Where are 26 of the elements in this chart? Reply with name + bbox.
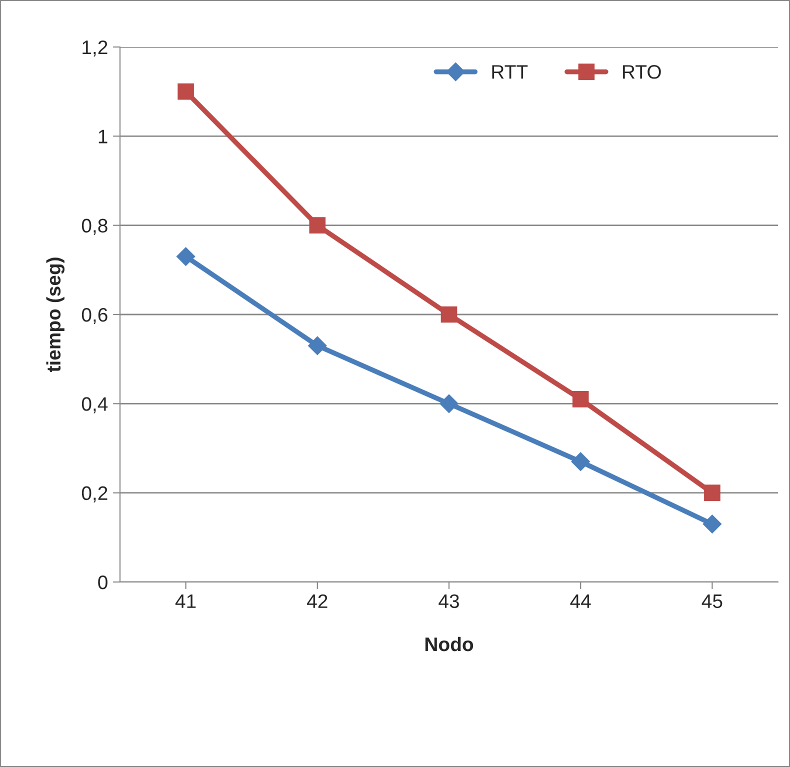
y-tick-label: 0,2 [82, 486, 108, 502]
point [178, 83, 194, 100]
point [704, 484, 720, 501]
legend-label: RTO [623, 65, 661, 79]
point [176, 247, 196, 266]
point [440, 394, 458, 414]
x-tick-label: 41 [175, 594, 196, 608]
point [440, 306, 458, 323]
text: 0 [98, 575, 108, 590]
y-tick-label: 0,4 [82, 397, 108, 414]
point [572, 391, 589, 408]
y-tick-label: 0,6 [82, 308, 108, 324]
x-tick-label: 45 [702, 594, 722, 608]
x-tick-label: 44 [570, 594, 591, 608]
x-tick-label: 42 [307, 594, 328, 608]
y-tick-label: 0,8 [82, 218, 108, 235]
point [309, 217, 326, 234]
legend-label: RTT [492, 65, 528, 79]
y-axis-title: tiempo (seg) [46, 258, 64, 372]
y-tick-label: 1 [98, 130, 108, 144]
y-tick-label: 1,2 [82, 40, 108, 57]
point [308, 336, 327, 356]
x-axis-title: Nodo [425, 636, 474, 652]
point [702, 514, 722, 534]
x-tick-label: 43 [438, 594, 459, 608]
point [571, 452, 590, 471]
